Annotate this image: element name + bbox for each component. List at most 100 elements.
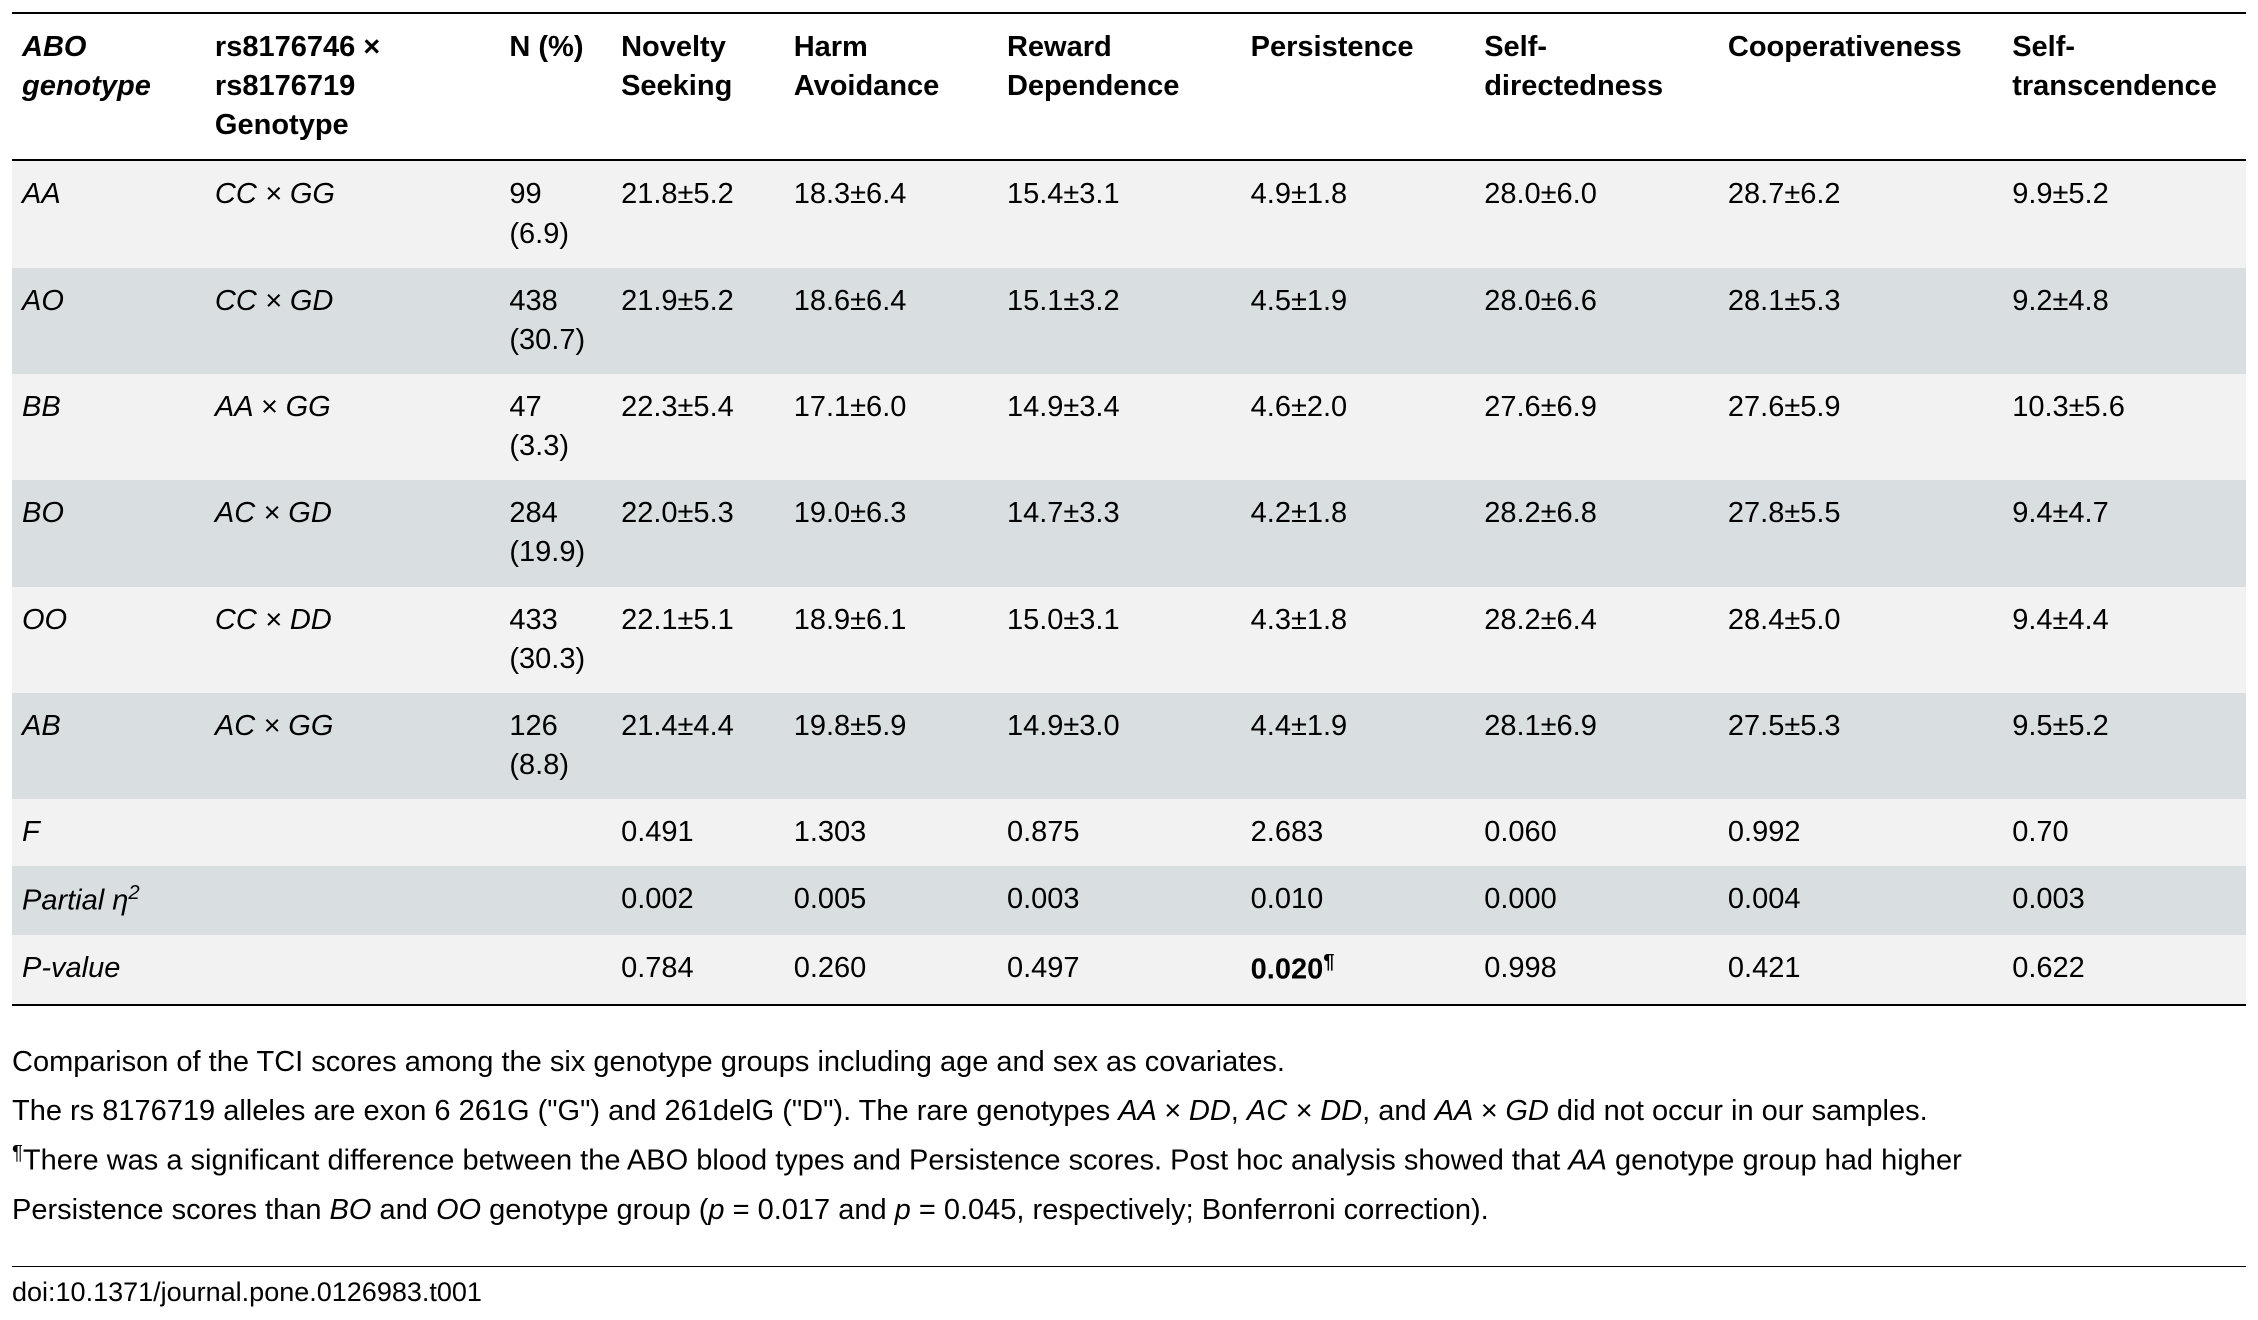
cell-value: 28.0±6.6 [1474,268,1718,374]
cell-abo-genotype: AA [12,160,205,267]
cell-empty [499,799,611,866]
cell-stat-value: 0.497 [997,935,1241,1005]
cell-value: 28.1±5.3 [1718,268,2002,374]
cell-stat-value: 0.491 [611,799,784,866]
footnote-genotype-aadd: AA × DD [1118,1095,1231,1127]
doi-text: doi:10.1371/journal.pone.0126983.t001 [12,1277,2246,1308]
cell-abo-genotype: BB [12,374,205,480]
cell-value: 27.8±5.5 [1718,480,2002,586]
cell-stat-value: 0.421 [1718,935,2002,1005]
cell-value: 14.9±3.0 [997,693,1241,799]
cell-value: 4.2±1.8 [1241,480,1475,586]
footnote-genotype-aa: AA [1568,1145,1607,1177]
cell-stat-value: 0.70 [2002,799,2246,866]
column-header-0: ABOgenotype [12,13,205,160]
cell-snp-genotype: AA × GG [205,374,499,480]
cell-value: 15.0±3.1 [997,587,1241,693]
cell-value: 15.1±3.2 [997,268,1241,374]
column-header-9: Self-transcendence [2002,13,2246,160]
cell-value: 18.6±6.4 [784,268,997,374]
footnote-genotype-oo: OO [436,1194,481,1226]
cell-value: 4.4±1.9 [1241,693,1475,799]
cell-snp-genotype: AC × GG [205,693,499,799]
cell-value: 4.3±1.8 [1241,587,1475,693]
cell-stat-value: 0.622 [2002,935,2246,1005]
table-row: ABAC × GG126(8.8)21.4±4.419.8±5.914.9±3.… [12,693,2246,799]
footnote-genotype-aagd: AA × GD [1435,1095,1549,1127]
cell-stat-value: 0.875 [997,799,1241,866]
cell-stat-value: 0.020¶ [1241,935,1475,1005]
footnote-line-1: Comparison of the TCI scores among the s… [12,1046,1285,1078]
cell-value: 28.1±6.9 [1474,693,1718,799]
cell-value: 9.4±4.4 [2002,587,2246,693]
cell-value: 28.0±6.0 [1474,160,1718,267]
cell-value: 9.9±5.2 [2002,160,2246,267]
tci-score-table: ABOgenotypers8176746 × rs8176719Genotype… [12,12,2246,1006]
column-header-1: rs8176746 × rs8176719Genotype [205,13,499,160]
cell-value: 28.4±5.0 [1718,587,2002,693]
cell-empty [499,866,611,935]
footnote-line-4-a: Persistence scores than [12,1194,330,1226]
cell-stat-value: 0.002 [611,866,784,935]
cell-value: 4.5±1.9 [1241,268,1475,374]
cell-stat-value: 1.303 [784,799,997,866]
cell-value: 4.6±2.0 [1241,374,1475,480]
cell-stat-value: 0.010 [1241,866,1475,935]
footnote-pilcrow: ¶ [12,1142,23,1164]
column-header-4: HarmAvoidance [784,13,997,160]
cell-value: 18.3±6.4 [784,160,997,267]
cell-abo-genotype: AB [12,693,205,799]
footnote-line-2-a: The rs 8176719 alleles are exon 6 261G (… [12,1095,1118,1127]
cell-n-percent: 284(19.9) [499,480,611,586]
cell-n-percent: 433(30.3) [499,587,611,693]
cell-abo-genotype: AO [12,268,205,374]
table-row-stat: P-value 0.7840.2600.4970.020¶0.9980.4210.… [12,935,2246,1005]
cell-n-percent: 126(8.8) [499,693,611,799]
cell-snp-genotype: CC × GG [205,160,499,267]
cell-value: 10.3±5.6 [2002,374,2246,480]
cell-n-percent: 438(30.7) [499,268,611,374]
table-row: BOAC × GD284(19.9)22.0±5.319.0±6.314.7±3… [12,480,2246,586]
cell-value: 27.6±5.9 [1718,374,2002,480]
cell-stat-value: 0.060 [1474,799,1718,866]
cell-stat-value: 0.003 [997,866,1241,935]
cell-value: 28.2±6.8 [1474,480,1718,586]
footer-rule [12,1266,2246,1267]
cell-stat-value: 0.005 [784,866,997,935]
table-footnotes: Comparison of the TCI scores among the s… [12,1038,2246,1236]
footnote-line-3-a: There was a significant difference betwe… [23,1145,1568,1177]
cell-stat-label: P-value [12,935,205,1005]
cell-stat-value: 0.784 [611,935,784,1005]
cell-stat-value: 0.998 [1474,935,1718,1005]
table-row: AOCC × GD438(30.7)21.9±5.218.6±6.415.1±3… [12,268,2246,374]
cell-stat-label: F [12,799,205,866]
cell-value: 9.2±4.8 [2002,268,2246,374]
column-header-7: Self-directedness [1474,13,1718,160]
cell-value: 21.9±5.2 [611,268,784,374]
cell-empty [499,935,611,1005]
cell-empty [205,866,499,935]
table-row: AACC × GG99(6.9)21.8±5.218.3±6.415.4±3.1… [12,160,2246,267]
table-row-stat: F0.4911.3030.8752.6830.0600.9920.70 [12,799,2246,866]
cell-stat-value: 0.260 [784,935,997,1005]
cell-value: 19.0±6.3 [784,480,997,586]
column-header-2: N (%) [499,13,611,160]
cell-stat-value: 0.004 [1718,866,2002,935]
cell-value: 28.7±6.2 [1718,160,2002,267]
cell-stat-label: Partial η2 [12,866,205,935]
cell-value: 17.1±6.0 [784,374,997,480]
footnote-genotype-bo: BO [330,1194,372,1226]
table-row-stat: Partial η20.0020.0050.0030.0100.0000.004… [12,866,2246,935]
column-header-8: Cooperativeness [1718,13,2002,160]
cell-stat-value: 0.992 [1718,799,2002,866]
column-header-3: NoveltySeeking [611,13,784,160]
cell-value: 4.9±1.8 [1241,160,1475,267]
cell-empty [205,799,499,866]
column-header-5: RewardDependence [997,13,1241,160]
cell-n-percent: 47(3.3) [499,374,611,480]
cell-value: 14.7±3.3 [997,480,1241,586]
cell-value: 21.8±5.2 [611,160,784,267]
cell-abo-genotype: BO [12,480,205,586]
table-row: OOCC × DD433(30.3)22.1±5.118.9±6.115.0±3… [12,587,2246,693]
table-row: BBAA × GG47(3.3)22.3±5.417.1±6.014.9±3.4… [12,374,2246,480]
